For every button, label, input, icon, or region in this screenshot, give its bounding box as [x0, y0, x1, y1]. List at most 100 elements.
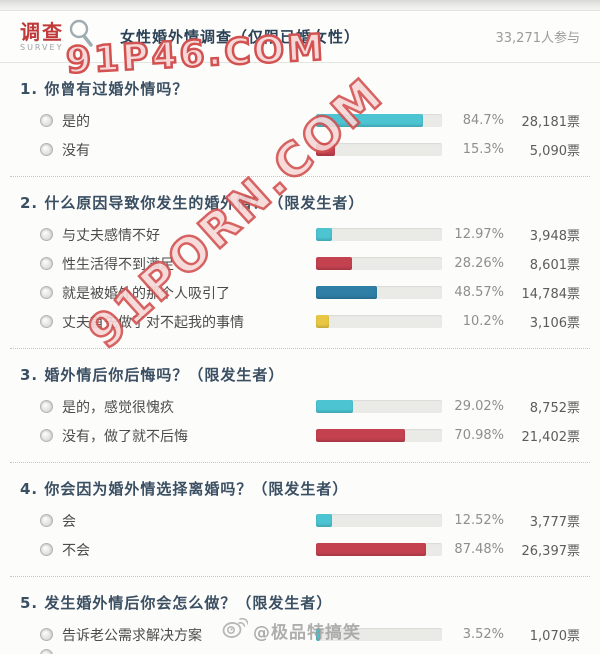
- result-bar-track: [316, 143, 442, 156]
- radio-button[interactable]: [40, 628, 53, 641]
- radio-button[interactable]: [40, 400, 53, 413]
- result-bar-fill: [316, 400, 353, 413]
- question-block: 2. 什么原因导致你发生的婚外情？（限发生者） 与丈夫感情不好 12.97% 3,94…: [0, 192, 600, 336]
- vote-count: 8,601票: [529, 258, 580, 273]
- option-label: 告诉老公需求解决方案: [62, 627, 202, 644]
- vote-count: 1,070票: [529, 629, 580, 644]
- result-bar-track: [316, 257, 442, 270]
- survey-logo-en: SURVEY: [20, 42, 64, 52]
- result-bar-fill: [316, 543, 427, 556]
- question-title: 2. 什么原因导致你发生的婚外情？（限发生者）: [20, 194, 365, 212]
- section-divider: [10, 576, 590, 577]
- result-bar-fill: [316, 286, 378, 299]
- radio-button[interactable]: [40, 514, 53, 527]
- percent-value: 3.52%: [462, 627, 504, 642]
- option-row: 会 12.52% 3,777票: [0, 506, 600, 535]
- result-bar-fill: [316, 143, 336, 156]
- participants-count: 33,271人参与: [495, 31, 581, 46]
- question-block: 1. 你曾有过婚外情吗？ 是的 84.7% 28,181票没有 15.3% 5,090票: [0, 78, 600, 164]
- section-divider: [10, 462, 590, 463]
- percent-value: 10.2%: [462, 314, 504, 329]
- percent-value: 12.97%: [454, 227, 504, 242]
- option-row: 没有 15.3% 5,090票: [0, 135, 600, 164]
- option-row: 性生活得不到满足 28.26% 8,601票: [0, 249, 600, 278]
- result-bar-fill: [316, 429, 406, 442]
- percent-value: 48.57%: [454, 285, 504, 300]
- vote-count: 14,784票: [521, 287, 581, 302]
- radio-button[interactable]: [40, 286, 53, 299]
- survey-logo-text: 调查 SURVEY: [20, 22, 64, 52]
- option-row: 就是被婚外的那个人吸引了 48.57% 14,784票: [0, 278, 600, 307]
- radio-button[interactable]: [40, 114, 53, 127]
- question-title: 3. 婚外情后你后悔吗？（限发生者）: [20, 366, 285, 384]
- vote-count: 3,106票: [529, 316, 580, 331]
- option-label: 没有: [62, 142, 90, 159]
- vote-count: 3,948票: [529, 229, 580, 244]
- option-row: 与丈夫感情不好 12.97% 3,948票: [0, 220, 600, 249]
- percent-value: 28.26%: [454, 256, 504, 271]
- vote-count: 3,777票: [529, 515, 580, 530]
- percent-value: 70.98%: [454, 428, 504, 443]
- vote-count: 21,402票: [521, 430, 581, 445]
- option-row: 没有，做了就不后悔 70.98% 21,402票: [0, 421, 600, 450]
- result-bar-track: [316, 543, 442, 556]
- question-block: 5. 发生婚外情后你会怎么做？（限发生者） 告诉老公需求解决方案 3.52% 1,07…: [0, 592, 600, 654]
- option-row: 瞒着所有人81.34%24,693票: [0, 649, 600, 654]
- question-block: 4. 你会因为婚外情选择离婚吗？（限发生者） 会 12.52% 3,777票不会 87.…: [0, 478, 600, 564]
- result-bar-fill: [316, 257, 352, 270]
- section-divider: [10, 348, 590, 349]
- percent-value: 84.7%: [462, 113, 504, 128]
- radio-button[interactable]: [40, 543, 53, 556]
- option-row: 丈夫首先做了对不起我的事情 10.2% 3,106票: [0, 307, 600, 336]
- option-label: 是的: [62, 113, 90, 130]
- option-label: 没有，做了就不后悔: [62, 428, 188, 445]
- result-bar-track: [316, 114, 442, 127]
- radio-button[interactable]: [40, 315, 53, 328]
- vote-count: 28,181票: [521, 115, 581, 130]
- vote-count: 8,752票: [529, 401, 580, 416]
- vote-count: 5,090票: [529, 144, 580, 159]
- question-title: 1. 你曾有过婚外情吗？: [20, 80, 189, 98]
- option-label: 不会: [62, 542, 90, 559]
- option-row: 告诉老公需求解决方案 3.52% 1,070票: [0, 620, 600, 649]
- option-label: 是的，感觉很愧疚: [62, 399, 174, 416]
- survey-header: 调查 SURVEY 女性婚外情调查（仅限已婚女性） 33,271人参与: [0, 11, 600, 63]
- top-strip: [0, 0, 600, 11]
- option-label: 性生活得不到满足: [62, 256, 174, 273]
- vote-count: 26,397票: [521, 544, 581, 559]
- result-bar-fill: [316, 114, 423, 127]
- result-bar-track: [316, 628, 442, 641]
- survey-logo: 调查 SURVEY: [20, 19, 94, 52]
- question-block: 3. 婚外情后你后悔吗？（限发生者） 是的，感觉很愧疚 29.02% 8,752票没有…: [0, 364, 600, 450]
- radio-button[interactable]: [40, 257, 53, 270]
- radio-button[interactable]: [40, 143, 53, 156]
- option-label: 丈夫首先做了对不起我的事情: [62, 314, 244, 331]
- section-divider: [10, 176, 590, 177]
- radio-button[interactable]: [40, 228, 53, 241]
- page-title: 女性婚外情调查（仅限已婚女性）: [120, 28, 361, 46]
- option-row: 是的，感觉很愧疚 29.02% 8,752票: [0, 392, 600, 421]
- option-label: 会: [62, 513, 76, 530]
- option-row: 不会 87.48% 26,397票: [0, 535, 600, 564]
- percent-value: 29.02%: [454, 399, 504, 414]
- result-bar-fill: [316, 514, 332, 527]
- percent-value: 15.3%: [462, 142, 504, 157]
- result-bar-track: [316, 228, 442, 241]
- option-label: 就是被婚外的那个人吸引了: [62, 285, 230, 302]
- result-bar-track: [316, 286, 442, 299]
- result-bar-fill: [316, 315, 329, 328]
- magnifier-icon: [66, 18, 94, 52]
- result-bar-track: [316, 315, 442, 328]
- question-title: 5. 发生婚外情后你会怎么做？（限发生者）: [20, 594, 333, 612]
- percent-value: 12.52%: [454, 513, 504, 528]
- question-title: 4. 你会因为婚外情选择离婚吗？（限发生者）: [20, 480, 349, 498]
- result-bar-track: [316, 400, 442, 413]
- result-bar-track: [316, 429, 442, 442]
- survey-logo-cn: 调查: [20, 19, 64, 44]
- percent-value: 87.48%: [454, 542, 504, 557]
- questions-list: 1. 你曾有过婚外情吗？ 是的 84.7% 28,181票没有 15.3% 5,090票 2…: [0, 78, 600, 654]
- result-bar-fill: [316, 228, 333, 241]
- radio-button[interactable]: [40, 429, 53, 442]
- option-row: 是的 84.7% 28,181票: [0, 106, 600, 135]
- result-bar-fill: [316, 628, 321, 641]
